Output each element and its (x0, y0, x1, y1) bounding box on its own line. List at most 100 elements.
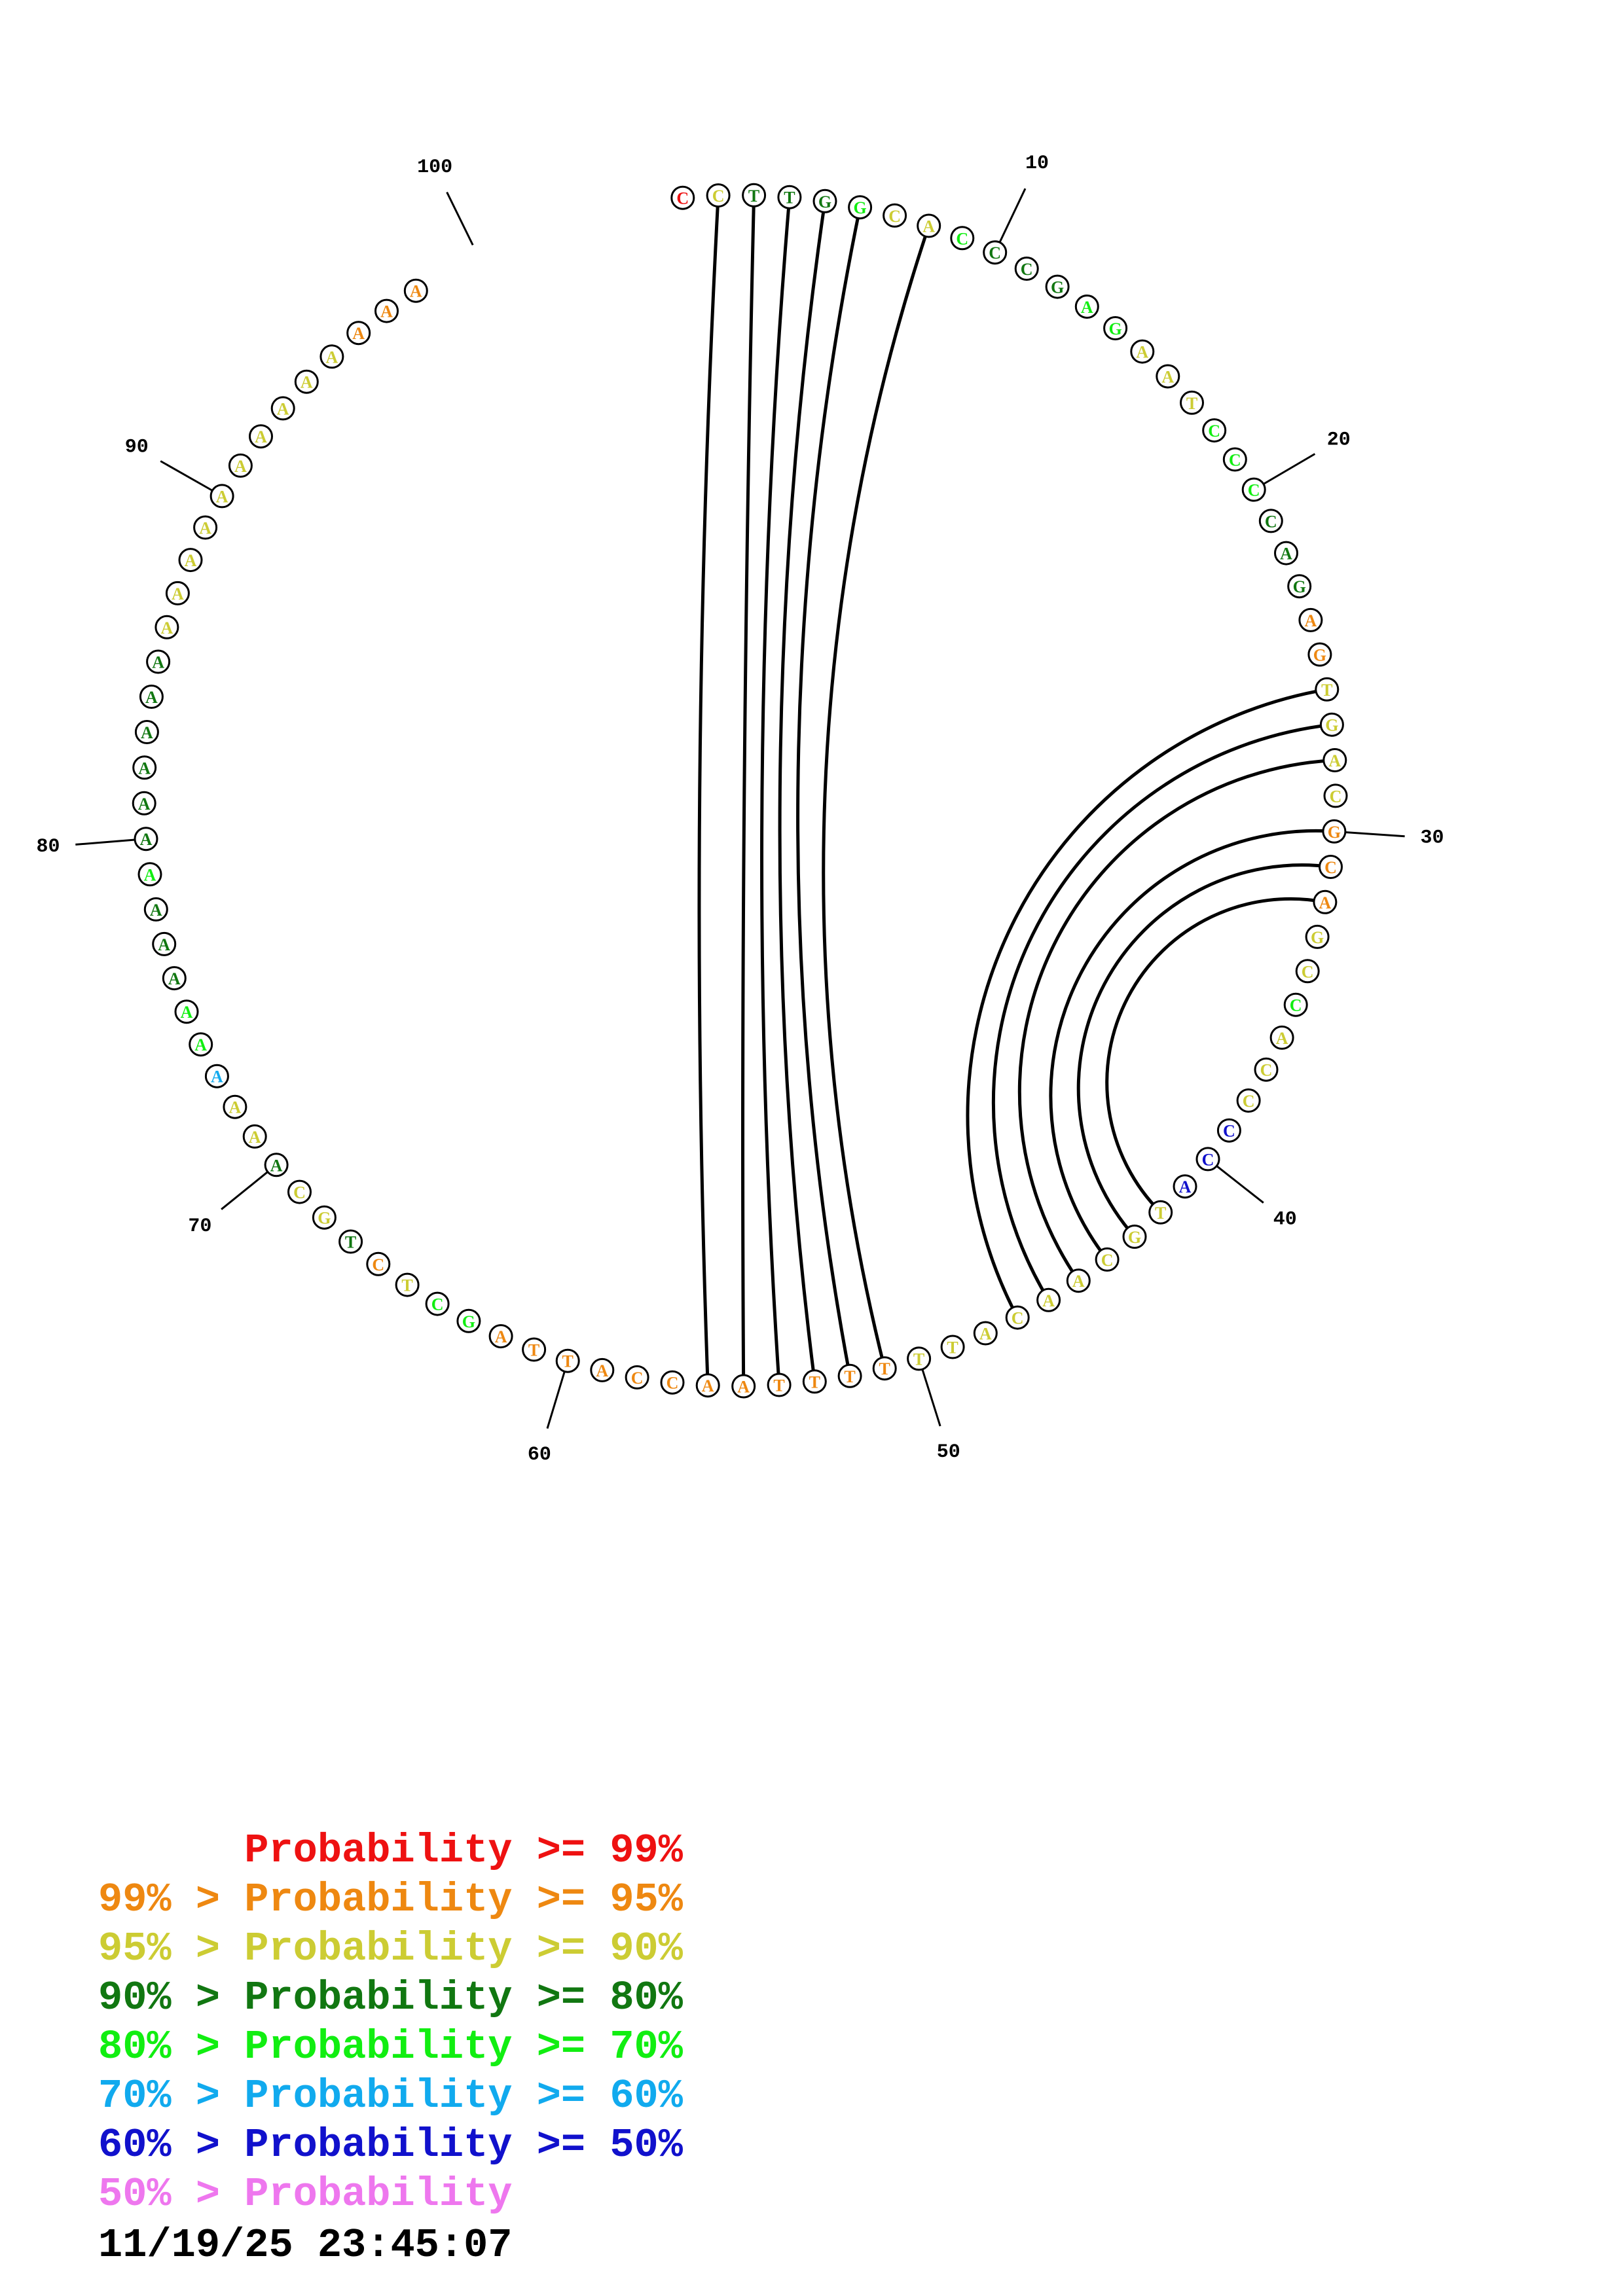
nucleotide-39: C (1216, 1118, 1241, 1143)
nucleotide-circle (249, 424, 273, 449)
nucleotide-40: C (1195, 1147, 1220, 1172)
tick-50 (921, 1369, 941, 1427)
nucleotide-letter: A (172, 584, 184, 603)
position-label-100: 100 (417, 156, 452, 179)
legend-line-95-99: 99% > Probability >= 95% (98, 1876, 683, 1923)
nucleotide-letter: A (138, 759, 151, 778)
position-label-60: 60 (528, 1444, 551, 1466)
nucleotide-34: C (1295, 959, 1320, 984)
nucleotide-letter: A (161, 619, 173, 637)
nucleotide-circle (319, 344, 344, 369)
nucleotide-letter: C (1324, 858, 1337, 877)
nucleotide-circle (165, 581, 190, 605)
nucleotide-circle (294, 369, 319, 394)
nucleotide-80: A (134, 827, 158, 852)
nucleotide-69: C (287, 1179, 312, 1204)
nucleotide-32: A (1313, 889, 1338, 914)
nucleotide-letter: T (748, 187, 759, 206)
tick-90 (160, 460, 213, 492)
nucleotide-90: A (210, 484, 234, 509)
nucleotide-letter: C (1330, 787, 1342, 806)
nucleotide-circle (139, 685, 164, 709)
nucleotide-47: C (1005, 1305, 1030, 1330)
nucleotide-letter: A (326, 348, 338, 367)
nucleotide-letter: A (211, 1067, 223, 1086)
legend-line-lt-50: 50% > Probability (98, 2171, 513, 2217)
nucleotide-72: A (223, 1094, 247, 1119)
nucleotide-circle (1236, 1088, 1261, 1113)
nucleotide-letter: T (773, 1376, 784, 1395)
nucleotide-letter: A (380, 302, 393, 321)
nucleotide-circle (223, 1094, 247, 1119)
nucleotide-48: A (973, 1321, 998, 1346)
nucleotide-circle (950, 226, 975, 251)
nucleotide-74: A (189, 1032, 213, 1057)
nucleotide-36: A (1269, 1025, 1294, 1050)
nucleotide-46: A (1036, 1287, 1061, 1312)
nucleotide-21: C (1258, 509, 1283, 533)
nucleotide-circle (695, 1373, 720, 1398)
nucleotide-circle (395, 1272, 420, 1297)
nucleotide-letter: G (818, 192, 831, 211)
probability-legend: Probability >= 99% 99% > Probability >= … (98, 1826, 683, 2219)
nucleotide-44: C (1095, 1247, 1120, 1272)
nucleotide-circle (174, 999, 199, 1024)
nucleotide-letter: T (844, 1367, 855, 1386)
nucleotide-circle (767, 1372, 792, 1397)
nucleotide-letter: C (1229, 451, 1241, 470)
nucleotide-circle (162, 966, 187, 991)
nucleotide-letter: C (989, 243, 1001, 262)
tick-10 (999, 188, 1027, 243)
nucleotide-49: T (940, 1335, 965, 1359)
nucleotide-97: A (374, 298, 399, 323)
nucleotide-circle (242, 1124, 267, 1149)
nucleotide-63: G (456, 1308, 481, 1333)
nucleotide-letter: T (809, 1372, 820, 1391)
nucleotide-circle (456, 1308, 481, 1333)
nucleotide-3: T (742, 183, 767, 207)
nucleotide-letter: A (216, 487, 228, 506)
nucleotide-60: T (555, 1348, 580, 1373)
position-label-80: 80 (36, 836, 60, 858)
nucleotide-circle (812, 188, 837, 213)
nucleotide-letter: A (1072, 1272, 1085, 1291)
nucleotide-81: A (132, 791, 156, 816)
nucleotide-circle (670, 185, 695, 210)
nucleotide-letter: C (956, 229, 968, 248)
legend-line-90-95: 95% > Probability >= 90% (98, 1926, 683, 1972)
nucleotide-18: C (1202, 418, 1227, 443)
pair-arc-2-56 (697, 195, 720, 1386)
nucleotide-76: A (162, 966, 187, 991)
nucleotide-51: T (872, 1356, 897, 1381)
nucleotide-41: A (1173, 1174, 1197, 1199)
tick-80 (75, 838, 135, 846)
nucleotide-8: A (917, 213, 941, 238)
nucleotide-letter: A (410, 282, 422, 301)
nucleotide-letter: C (1202, 1150, 1214, 1169)
nucleotide-letter: A (1179, 1177, 1192, 1196)
nucleotide-circle (137, 862, 162, 887)
nucleotide-circle (1241, 477, 1266, 502)
pair-arc-28-45 (1017, 759, 1335, 1282)
nucleotide-94: A (294, 369, 319, 394)
nucleotide-letter: C (372, 1255, 384, 1274)
nucleotide-71: A (242, 1124, 267, 1149)
nucleotide-circle (488, 1324, 513, 1349)
nucleotide-circle (1313, 889, 1338, 914)
nucleotide-circle (1173, 1174, 1197, 1199)
pair-arc-3-55 (741, 195, 756, 1387)
position-label-20: 20 (1327, 429, 1351, 451)
nucleotide-61: T (522, 1337, 547, 1362)
nucleotide-letter: A (1136, 343, 1148, 362)
nucleotide-circle (1103, 316, 1128, 340)
nucleotide-letter: A (1042, 1291, 1055, 1310)
nucleotide-15: A (1130, 339, 1155, 364)
nucleotide-5: G (812, 188, 837, 213)
nucleotide-circle (1315, 677, 1340, 702)
nucleotide-98: A (403, 278, 428, 303)
nucleotide-circle (1319, 712, 1344, 737)
nucleotide-letter: A (158, 935, 170, 954)
nucleotide-letter: T (401, 1276, 412, 1295)
nucleotide-circle (1045, 274, 1070, 299)
nucleotide-circle (1130, 339, 1155, 364)
